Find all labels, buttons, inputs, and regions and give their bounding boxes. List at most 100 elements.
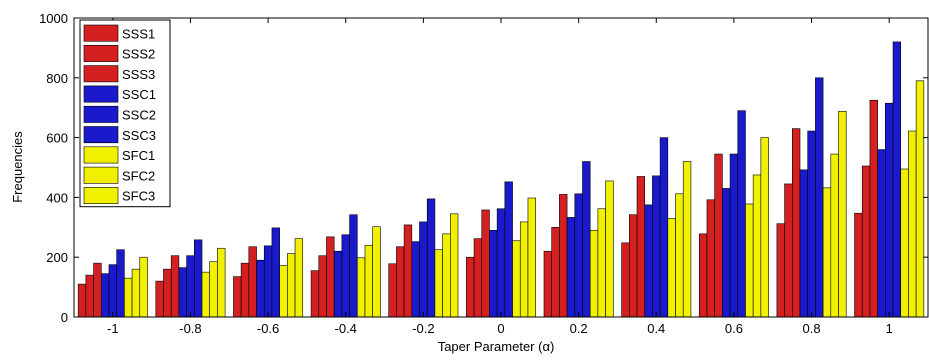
bar-ssc2--0.6 (263, 245, 273, 318)
bar-sfc1-0 (512, 240, 521, 318)
x-axis-title: Taper Parameter (α) (438, 339, 555, 354)
bar-sfc3--0.4 (372, 226, 381, 318)
bar-ssc3--0.6 (271, 227, 280, 318)
bar-sfc2--0.4 (364, 244, 373, 318)
bar-ssc2-1 (885, 102, 894, 318)
legend-label-sss3: SSS3 (122, 67, 155, 82)
bar-sfc2--0.6 (287, 253, 296, 318)
legend-label-ssc1: SSC1 (122, 87, 156, 102)
bar-ssc1--0.8 (178, 267, 187, 318)
bar-sfc3--0.2 (450, 213, 459, 318)
bar-ssc3-0.6 (737, 110, 746, 318)
bar-sfc2--0.2 (442, 233, 451, 318)
bar-sfc2--0.8 (209, 261, 218, 318)
bar-sss1-0.4 (621, 242, 630, 318)
bar-sfc1--0.4 (356, 257, 366, 318)
bar-sfc1-0.4 (667, 218, 676, 318)
y-tick-label: 1000 (39, 11, 68, 26)
x-tick-label: -0.6 (257, 321, 279, 336)
legend-swatch-ssc3 (83, 126, 119, 144)
legend-swatch-sss3 (83, 65, 119, 83)
bar-sfc2--1 (131, 268, 141, 318)
bar-ssc1-0 (489, 229, 498, 318)
bar-ssc3-0.2 (582, 161, 591, 318)
bar-sss3-1 (869, 99, 878, 318)
x-tick-label: 0.4 (647, 321, 665, 336)
legend-label-sfc3: SFC3 (122, 189, 155, 204)
x-tick-label: 0.2 (570, 321, 588, 336)
bar-sss3--0.6 (248, 246, 257, 318)
bar-sss3-0.2 (559, 194, 568, 318)
bar-sss2-0.8 (784, 183, 793, 318)
bar-ssc3--0.2 (426, 198, 436, 318)
bar-ssc3-0.8 (815, 77, 824, 318)
bar-sss1-0 (466, 256, 475, 318)
bar-ssc3--1 (116, 249, 125, 318)
bar-sss3--0.2 (403, 224, 413, 318)
y-tick-label: 600 (46, 131, 68, 146)
legend: SSS1 SSS2 SSS3 SSC1 SSC2 SSC3 SFC1 SFC2 SFC3 (79, 19, 171, 208)
bar-sfc2-0 (519, 221, 529, 318)
legend-swatch-sss1 (83, 24, 119, 42)
bar-sss2-0.4 (629, 214, 638, 318)
bar-sfc1-0.2 (589, 229, 599, 318)
bar-sss3-0.4 (636, 176, 646, 318)
y-tick-label: 400 (46, 190, 68, 205)
bar-sfc1--0.8 (201, 271, 210, 318)
bar-ssc3--0.8 (194, 239, 203, 318)
bar-sfc3--0.6 (294, 238, 304, 318)
bar-ssc1-1 (877, 149, 886, 318)
bar-ssc1--1 (100, 273, 110, 318)
bar-ssc1--0.2 (411, 241, 420, 318)
bar-ssc2--0.4 (341, 234, 350, 318)
legend-swatch-ssc2 (83, 105, 119, 123)
x-tick-label: 1 (886, 321, 893, 336)
bar-sss1--1 (77, 283, 87, 318)
bar-sfc3--1 (139, 256, 148, 318)
x-tick-label: -0.8 (179, 321, 201, 336)
bar-sfc3-0.2 (605, 180, 614, 318)
bar-sss2--0.8 (163, 268, 172, 318)
bar-sss1-1 (854, 212, 863, 318)
bar-ssc3-0.4 (659, 137, 669, 318)
bar-sfc3--0.8 (217, 247, 226, 318)
bar-sss2-0.6 (706, 199, 715, 318)
bar-sfc3-1 (915, 80, 925, 318)
y-axis-title: Frequencies (10, 131, 25, 203)
bar-ssc2--0.2 (419, 221, 428, 318)
bar-ssc1--0.6 (256, 259, 265, 318)
bar-sfc2-1 (908, 130, 917, 318)
y-tick-label: 800 (46, 71, 68, 86)
bar-sfc3-0.4 (682, 161, 692, 318)
y-tick-label: 200 (46, 250, 68, 265)
bar-sss1--0.2 (388, 263, 397, 318)
bar-ssc3-0 (504, 181, 513, 318)
bar-ssc1-0.2 (566, 217, 576, 318)
legend-swatch-sfc1 (83, 146, 119, 164)
bar-sfc1--0.2 (434, 249, 443, 318)
x-tick-label: 0.8 (803, 321, 821, 336)
legend-label-sfc1: SFC1 (122, 148, 155, 163)
legend-swatch-sfc3 (83, 187, 119, 204)
x-tick-label: -1 (107, 321, 119, 336)
x-tick-label: -0.2 (412, 321, 434, 336)
x-tick-label: -0.4 (335, 321, 357, 336)
bar-sfc1--0.6 (279, 265, 288, 318)
bar-sss3--0.4 (326, 236, 335, 318)
bar-sfc2-0.6 (752, 174, 762, 318)
bar-ssc2-0.4 (652, 175, 661, 318)
bar-sss3--0.8 (170, 255, 180, 318)
bar-sss2-0 (473, 238, 483, 318)
bar-ssc2--0.8 (186, 255, 195, 318)
bar-sss1--0.4 (310, 270, 320, 318)
bar-sfc2-0.8 (830, 153, 839, 318)
bar-ssc2-0 (496, 208, 506, 318)
bar-sss2-1 (861, 165, 871, 318)
x-tick-label: 0 (497, 321, 504, 336)
bar-sss1--0.6 (233, 276, 242, 318)
bar-sss3-0 (481, 209, 490, 318)
bar-sss2--0.6 (240, 262, 250, 318)
legend-label-ssc2: SSC2 (122, 108, 156, 123)
